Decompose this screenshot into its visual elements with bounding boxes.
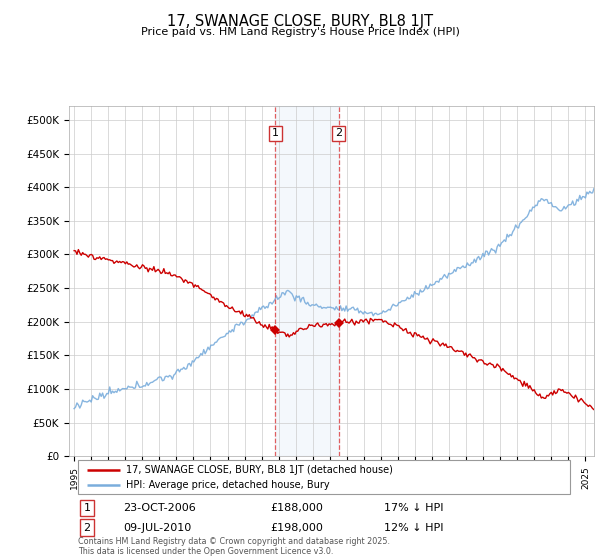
Text: This data is licensed under the Open Government Licence v3.0.: This data is licensed under the Open Gov… bbox=[78, 547, 334, 556]
Text: 17% ↓ HPI: 17% ↓ HPI bbox=[384, 503, 443, 513]
Text: £198,000: £198,000 bbox=[270, 522, 323, 533]
Text: £188,000: £188,000 bbox=[270, 503, 323, 513]
Text: HPI: Average price, detached house, Bury: HPI: Average price, detached house, Bury bbox=[126, 479, 329, 489]
Text: 1: 1 bbox=[83, 503, 91, 513]
Text: 12% ↓ HPI: 12% ↓ HPI bbox=[384, 522, 443, 533]
Text: 23-OCT-2006: 23-OCT-2006 bbox=[123, 503, 196, 513]
Bar bbox=[275, 106, 338, 456]
Text: 09-JUL-2010: 09-JUL-2010 bbox=[123, 522, 191, 533]
Text: 2: 2 bbox=[335, 128, 342, 138]
Text: 17, SWANAGE CLOSE, BURY, BL8 1JT (detached house): 17, SWANAGE CLOSE, BURY, BL8 1JT (detach… bbox=[126, 465, 393, 475]
Text: 17, SWANAGE CLOSE, BURY, BL8 1JT: 17, SWANAGE CLOSE, BURY, BL8 1JT bbox=[167, 14, 433, 29]
Text: 2: 2 bbox=[83, 522, 91, 533]
Text: 1: 1 bbox=[272, 128, 279, 138]
Text: Contains HM Land Registry data © Crown copyright and database right 2025.: Contains HM Land Registry data © Crown c… bbox=[78, 537, 390, 546]
Text: Price paid vs. HM Land Registry's House Price Index (HPI): Price paid vs. HM Land Registry's House … bbox=[140, 27, 460, 37]
